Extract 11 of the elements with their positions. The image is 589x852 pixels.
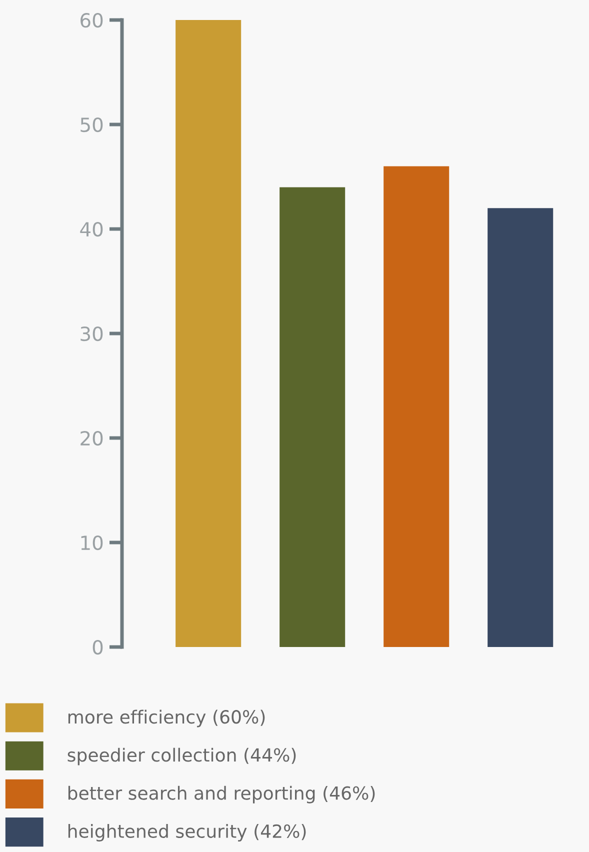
y-tick-label: 40: [80, 222, 103, 237]
y-tick-label: 50: [80, 117, 103, 132]
y-tick-label: 60: [80, 12, 103, 28]
y-tick-label: 20: [80, 430, 103, 446]
legend-label: speedier collection (44%): [68, 748, 296, 766]
legend-label: more efficiency (60%): [68, 710, 265, 728]
legend-label: better search and reporting (46%): [68, 786, 375, 804]
y-tick-label: 0: [92, 640, 103, 655]
y-tick-label: 30: [80, 326, 103, 342]
y-tick-label: 10: [81, 535, 103, 550]
legend-label: heightened security (42%): [68, 824, 306, 842]
